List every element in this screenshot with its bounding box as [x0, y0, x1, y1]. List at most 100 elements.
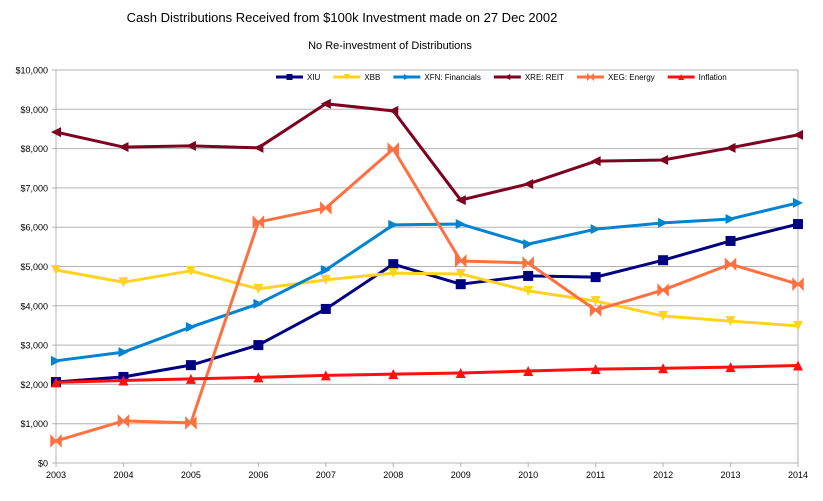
y-tick-label: $7,000 — [20, 183, 48, 193]
legend-label: XIU — [307, 73, 321, 82]
data-point — [286, 74, 293, 80]
x-tick-label: 2004 — [113, 470, 133, 480]
y-tick-label: $5,000 — [20, 262, 48, 272]
data-point — [320, 201, 332, 215]
data-point — [51, 265, 61, 276]
gridlines — [56, 69, 798, 464]
data-point — [455, 368, 466, 379]
series-line — [55, 201, 799, 363]
x-tick-label: 2012 — [653, 470, 673, 480]
data-point — [793, 197, 803, 208]
data-point — [522, 256, 534, 270]
data-point — [793, 129, 803, 140]
data-point — [793, 320, 803, 331]
y-tick-label: $6,000 — [20, 223, 48, 233]
data-point — [118, 375, 129, 386]
data-point — [455, 195, 466, 206]
data-point — [504, 74, 511, 80]
data-point — [185, 322, 196, 333]
data-point — [320, 265, 331, 276]
data-point — [590, 224, 601, 235]
data-point — [320, 303, 331, 314]
data-point — [454, 254, 467, 268]
data-point — [118, 142, 129, 153]
chart-title: Cash Distributions Received from $100k I… — [127, 10, 558, 25]
data-point — [51, 377, 61, 388]
series-line — [55, 222, 799, 384]
data-point — [51, 355, 61, 366]
legend-item: Inflation — [667, 73, 727, 82]
data-point — [523, 239, 534, 250]
y-tick-label: $3,000 — [20, 341, 48, 351]
data-point — [724, 257, 737, 271]
data-point — [320, 98, 331, 109]
data-point — [387, 142, 400, 156]
data-point — [51, 127, 61, 138]
series-group — [50, 98, 804, 448]
x-tick-label: 2010 — [518, 470, 538, 480]
data-point — [590, 272, 601, 283]
data-point — [590, 364, 601, 375]
data-point — [678, 74, 685, 80]
legend-item: XRE: REIT — [493, 73, 564, 82]
data-point — [253, 142, 264, 153]
data-point — [252, 215, 265, 229]
series-line — [55, 102, 799, 202]
legend-item: XIU — [276, 73, 321, 82]
data-point — [388, 259, 399, 270]
legend-item: XFN: Financials — [393, 73, 481, 82]
data-point — [388, 219, 399, 230]
data-point — [523, 270, 534, 281]
data-point — [725, 362, 736, 373]
data-point — [590, 296, 601, 307]
data-point — [455, 268, 466, 279]
data-point — [320, 274, 331, 285]
data-point — [455, 219, 466, 230]
legend-item: XBB — [333, 73, 380, 82]
data-point — [658, 311, 669, 322]
y-tick-label: $2,000 — [20, 380, 48, 390]
data-point — [589, 303, 602, 317]
x-tick-label: 2011 — [586, 470, 605, 480]
legend-label: XEG: Energy — [608, 73, 655, 82]
legend-item: XEG: Energy — [576, 72, 655, 82]
data-point — [725, 142, 736, 153]
data-point — [117, 414, 130, 428]
data-point — [455, 279, 466, 290]
series-line — [55, 364, 799, 384]
y-tick-label: $8,000 — [20, 144, 48, 154]
y-tick-label: $1,000 — [20, 419, 48, 429]
y-tick-label: $9,000 — [20, 105, 48, 115]
data-point — [792, 277, 804, 291]
legend-label: XBB — [364, 73, 380, 82]
data-point — [658, 217, 669, 228]
data-point — [185, 265, 196, 276]
data-point — [185, 373, 196, 384]
data-point — [658, 154, 669, 165]
x-tick-label: 2005 — [181, 470, 201, 480]
data-point — [185, 140, 196, 151]
data-point — [253, 298, 264, 309]
x-tick-label: 2006 — [248, 470, 268, 480]
data-point — [590, 156, 601, 167]
data-point — [793, 219, 803, 230]
series-xbb — [51, 265, 803, 331]
data-point — [658, 363, 669, 374]
data-point — [185, 360, 196, 371]
x-tick-label: 2009 — [451, 470, 471, 480]
data-point — [725, 213, 736, 224]
data-point — [657, 283, 669, 297]
data-point — [253, 283, 264, 294]
data-point — [388, 369, 399, 380]
data-point — [320, 370, 331, 381]
x-tick-label: 2014 — [788, 470, 808, 480]
data-point — [725, 316, 736, 327]
legend-label: XFN: Financials — [424, 73, 480, 82]
data-point — [253, 340, 264, 351]
x-tick-label: 2007 — [316, 470, 336, 480]
legend-label: XRE: REIT — [525, 73, 564, 82]
data-point — [343, 74, 350, 80]
data-point — [725, 235, 736, 246]
series-xeg — [50, 142, 804, 448]
